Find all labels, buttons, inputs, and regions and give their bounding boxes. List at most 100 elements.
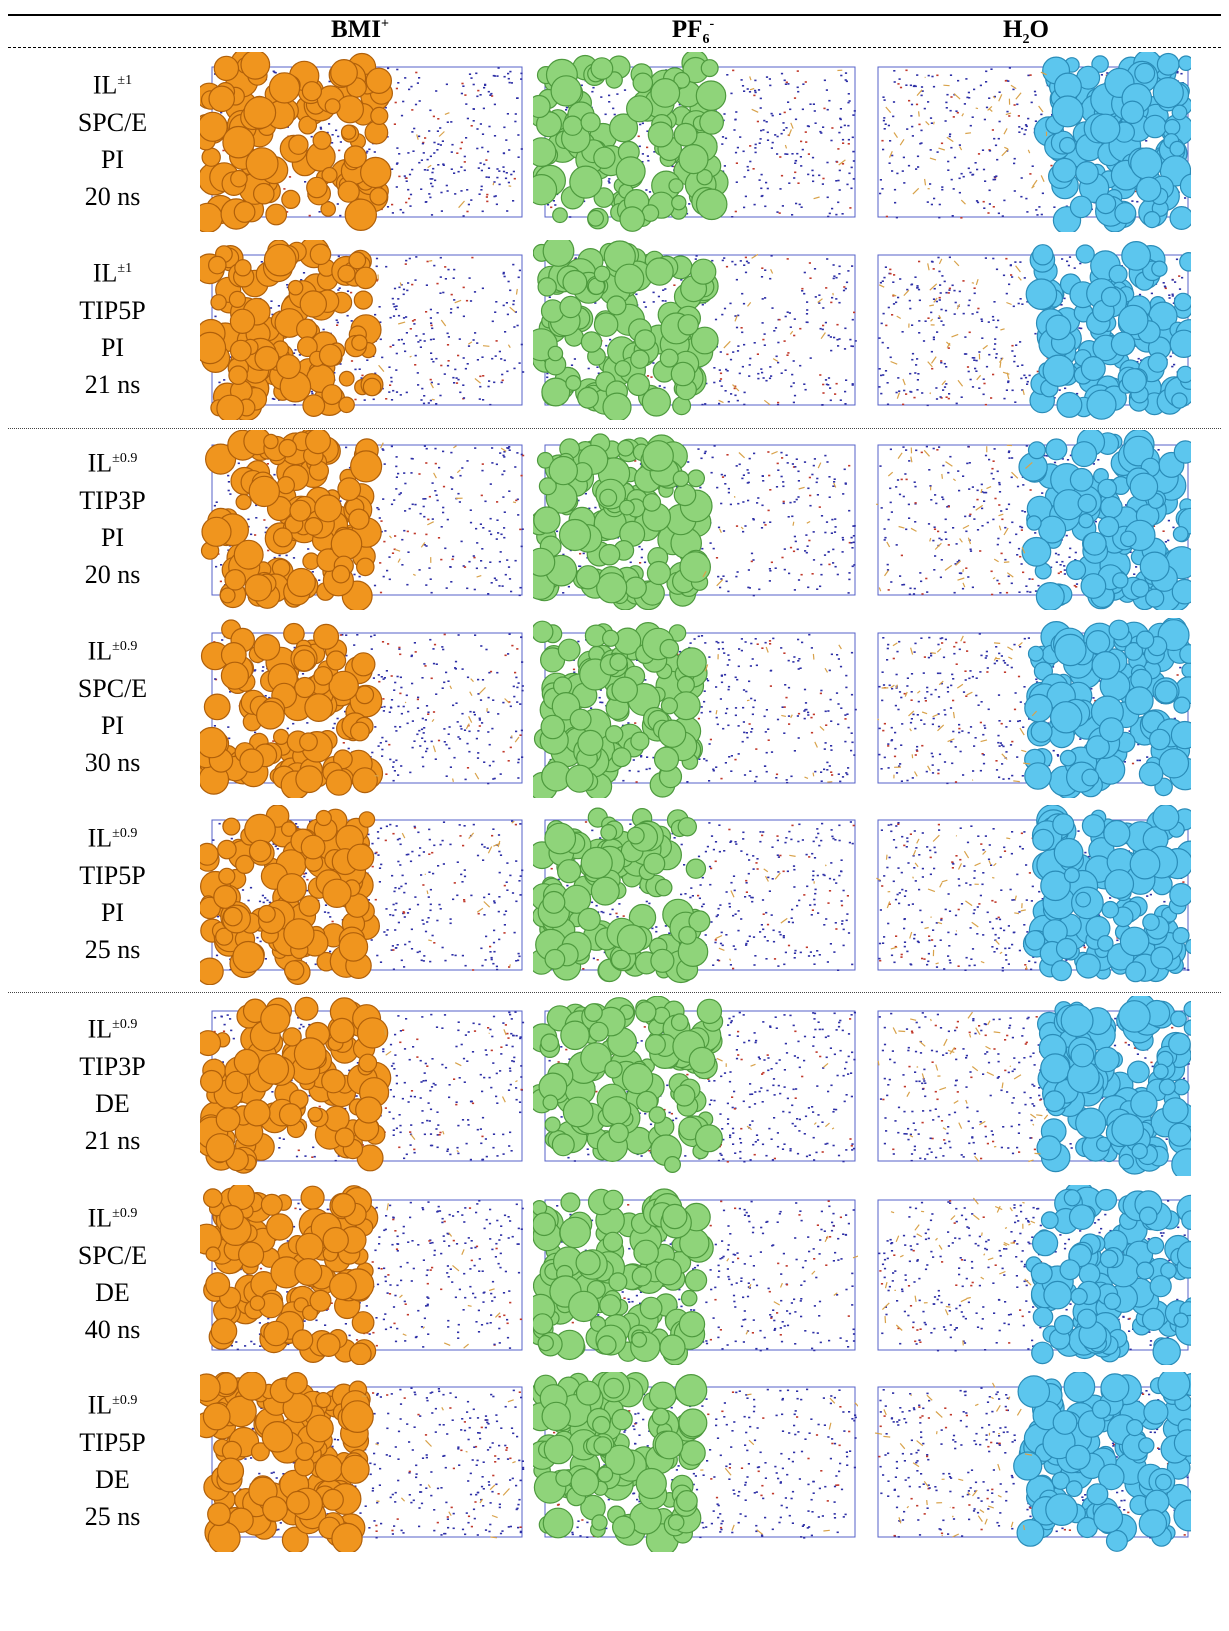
molecule — [1008, 504, 1010, 506]
molecule — [502, 166, 504, 168]
molecule — [913, 397, 915, 399]
molecule — [712, 457, 714, 459]
molecule — [724, 475, 726, 477]
molecule — [884, 528, 886, 530]
molecule — [639, 124, 641, 126]
molecule — [830, 400, 832, 402]
group-rule — [8, 428, 1221, 429]
molecule — [739, 136, 741, 138]
molecule — [916, 74, 918, 76]
molecule — [946, 94, 948, 96]
molecule — [512, 264, 514, 266]
molecule — [489, 530, 491, 532]
molecule — [794, 589, 796, 591]
molecule — [1172, 295, 1174, 297]
molecule — [998, 504, 1000, 506]
surface-blob — [1046, 439, 1067, 460]
molecule — [995, 357, 997, 359]
molecule — [899, 278, 901, 280]
molecule — [893, 70, 895, 72]
molecule — [411, 131, 413, 133]
surface-blob — [1070, 196, 1091, 217]
molecule — [415, 355, 417, 357]
molecule — [880, 282, 882, 284]
molecule — [949, 257, 951, 259]
molecule — [743, 90, 745, 92]
molecule — [812, 175, 814, 177]
molecule — [406, 332, 408, 334]
molecule — [473, 555, 475, 557]
molecule — [776, 211, 778, 213]
molecule — [596, 366, 598, 368]
molecule — [480, 523, 482, 525]
molecule — [647, 375, 649, 377]
molecule — [716, 557, 718, 559]
molecule — [441, 210, 443, 212]
molecule — [425, 201, 427, 203]
molecule — [837, 148, 839, 150]
surface-blob — [297, 319, 317, 339]
molecule — [802, 109, 804, 111]
molecule — [829, 387, 831, 389]
surface-blob — [643, 441, 673, 471]
molecule — [380, 592, 382, 594]
molecule — [825, 287, 827, 289]
molecule — [771, 255, 773, 257]
molecule — [981, 525, 983, 527]
surface-blob — [342, 125, 356, 139]
molecule — [762, 129, 764, 131]
molecule — [945, 383, 947, 385]
molecule — [502, 496, 504, 498]
molecule — [911, 359, 913, 361]
molecule — [395, 309, 397, 311]
molecule — [508, 490, 510, 492]
molecule — [851, 265, 853, 267]
molecule — [1078, 327, 1080, 329]
molecule — [920, 130, 922, 132]
molecule — [464, 156, 466, 158]
molecule — [906, 128, 908, 130]
surface-blob — [1070, 469, 1093, 492]
molecule — [826, 384, 828, 386]
molecule — [220, 564, 222, 566]
molecule — [897, 83, 899, 85]
molecule — [798, 579, 800, 581]
molecule — [499, 452, 501, 454]
surface-blob — [701, 60, 718, 77]
molecule — [404, 510, 406, 512]
molecule — [1053, 206, 1055, 208]
molecule — [777, 136, 779, 138]
molecule — [891, 314, 893, 316]
surface-blob — [1170, 207, 1191, 230]
molecule — [905, 70, 907, 72]
surface-blob — [234, 202, 255, 223]
surface-blob — [1174, 293, 1191, 310]
molecule — [1138, 358, 1140, 360]
molecule — [852, 114, 854, 116]
molecule — [331, 142, 333, 144]
molecule — [945, 531, 947, 533]
molecule — [427, 519, 429, 521]
molecule — [762, 322, 764, 324]
molecule — [721, 143, 723, 145]
molecule — [853, 160, 855, 162]
molecule — [819, 586, 821, 588]
molecule — [453, 382, 455, 384]
molecule — [777, 469, 779, 471]
molecule — [1008, 284, 1010, 286]
molecule — [588, 368, 590, 370]
molecule — [645, 306, 647, 308]
molecule — [1006, 293, 1008, 295]
molecule — [417, 341, 419, 343]
molecule — [479, 193, 481, 195]
surface-blob — [1083, 532, 1106, 555]
molecule — [892, 281, 894, 283]
molecule — [424, 445, 426, 447]
molecule — [903, 182, 905, 184]
label-line: IL±1 — [40, 62, 185, 104]
molecule — [754, 204, 756, 206]
molecule — [474, 589, 476, 591]
molecule — [430, 322, 432, 324]
molecule — [950, 147, 952, 149]
molecule — [391, 399, 393, 401]
